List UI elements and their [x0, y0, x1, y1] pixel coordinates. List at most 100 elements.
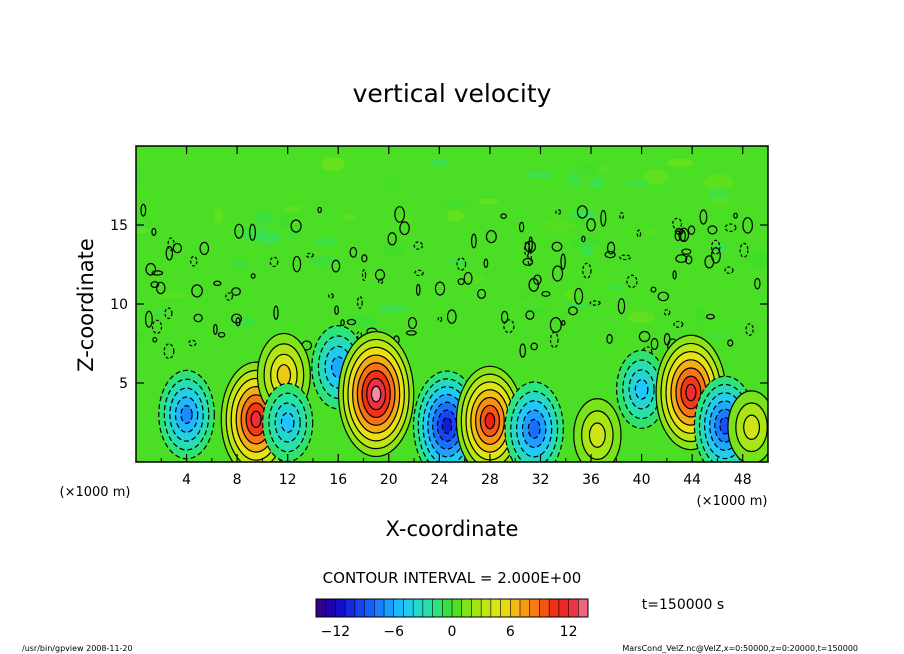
contour-ring	[276, 364, 292, 387]
downdraft-cell	[615, 349, 668, 429]
turbulent-contour	[407, 316, 417, 330]
turbulent-contour	[290, 219, 302, 233]
colorbar-segment	[442, 599, 453, 617]
texture-patch	[678, 284, 698, 293]
colorbar-segment	[335, 599, 346, 617]
updraft-cell	[573, 398, 622, 462]
turbulent-contour	[292, 255, 302, 273]
turbulent-contour	[552, 265, 564, 282]
y-axis-label: Z-coordinate	[74, 238, 98, 372]
colorbar-segment	[490, 599, 502, 617]
turbulent-contour	[434, 281, 446, 296]
x-axis-ticks: 4 8 12 16 20 24 28 32 36 40 44 48	[160, 146, 752, 488]
texture-patch	[158, 292, 191, 299]
texture-patch	[446, 209, 464, 223]
turbulent-contour	[650, 286, 657, 293]
texture-patch	[284, 205, 302, 213]
turbulent-contour	[140, 203, 147, 217]
texture-patch	[478, 198, 499, 205]
texture-patch	[710, 193, 730, 208]
turbulent-contour	[724, 223, 737, 232]
turbulent-contour	[145, 262, 157, 276]
texture-patch	[595, 166, 609, 174]
texture-patch	[383, 175, 401, 188]
turbulent-contour	[638, 330, 651, 343]
contour-ring	[484, 412, 496, 430]
turbulent-contour	[483, 258, 489, 269]
contour-ring	[180, 405, 193, 425]
texture-patch	[308, 255, 340, 267]
turbulent-contour	[346, 318, 357, 326]
texture-patch	[643, 228, 655, 237]
turbulent-contour	[356, 295, 363, 309]
turbulent-contour	[150, 281, 160, 289]
texture-patch	[430, 158, 449, 167]
turbulent-contour	[527, 249, 532, 267]
texture-patch	[643, 168, 669, 185]
updraft-cell	[337, 331, 415, 458]
turbulent-contour	[626, 274, 638, 289]
turbulent-contour	[361, 254, 368, 263]
contour-interval-text: CONTOUR INTERVAL = 2.000E+00	[323, 569, 582, 587]
turbulent-contour	[576, 205, 588, 219]
colorbar-ticks: −12 −6 0 6 12	[321, 624, 578, 640]
texture-patch	[709, 333, 727, 338]
y-tick-label: 15	[110, 218, 128, 234]
colorbar-segment	[325, 599, 336, 617]
turbulent-contour	[334, 305, 339, 315]
texture-patch	[443, 201, 470, 207]
turbulent-contour	[699, 209, 708, 225]
turbulent-contour	[394, 206, 406, 223]
turbulent-contour	[231, 287, 241, 296]
texture-patch	[339, 235, 353, 251]
texture-patch	[154, 309, 165, 315]
texture-patch	[347, 315, 377, 329]
texture-patch	[214, 208, 224, 224]
texture-patch	[610, 285, 625, 291]
turbulent-contour	[374, 269, 386, 281]
turbulent-contour	[413, 241, 424, 250]
contour-ring	[370, 385, 382, 403]
x-tick-label: 36	[582, 472, 600, 488]
texture-patch	[232, 260, 250, 270]
x-unit-label: (×1000 m)	[697, 494, 768, 509]
x-tick-label: 12	[279, 472, 297, 488]
texture-patch	[745, 251, 768, 268]
turbulent-contour	[273, 305, 279, 320]
x-tick-label: 8	[233, 472, 242, 488]
texture-patch	[523, 172, 554, 179]
turbulent-contour	[151, 319, 163, 334]
colorbar-segment	[471, 599, 482, 617]
colorbar-segment	[558, 599, 570, 617]
texture-patch	[714, 241, 728, 253]
turbulent-contour	[387, 232, 397, 246]
colorbar-segment	[568, 599, 579, 617]
turbulent-contour	[415, 283, 421, 296]
turbulent-contour	[657, 291, 670, 302]
turbulent-contour	[582, 262, 592, 279]
turbulent-contour	[446, 309, 457, 324]
turbulent-contour	[524, 240, 530, 257]
texture-patch	[139, 195, 165, 211]
texture-patch	[280, 214, 290, 228]
colorbar-segment	[393, 599, 404, 617]
turbulent-contour	[710, 247, 721, 264]
turbulent-contour	[650, 337, 659, 350]
downdraft-cell	[504, 381, 564, 462]
x-tick-label: 48	[734, 472, 752, 488]
colorbar-segment	[354, 599, 366, 617]
texture-patch	[382, 242, 405, 256]
turbulent-contour	[231, 313, 243, 324]
contour-ring	[250, 410, 262, 429]
turbulent-contour	[164, 307, 173, 320]
y-axis-ticks: 5 10 15	[110, 218, 768, 392]
x-axis-label: X-coordinate	[386, 517, 519, 541]
colorbar-segment	[510, 599, 521, 617]
colorbar-tick-label: −12	[321, 624, 351, 640]
colorbar-segment	[529, 599, 540, 617]
turbulent-contour	[199, 241, 210, 256]
turbulent-contour	[193, 313, 203, 323]
texture-patch	[351, 270, 383, 281]
texture-patch	[710, 295, 723, 306]
